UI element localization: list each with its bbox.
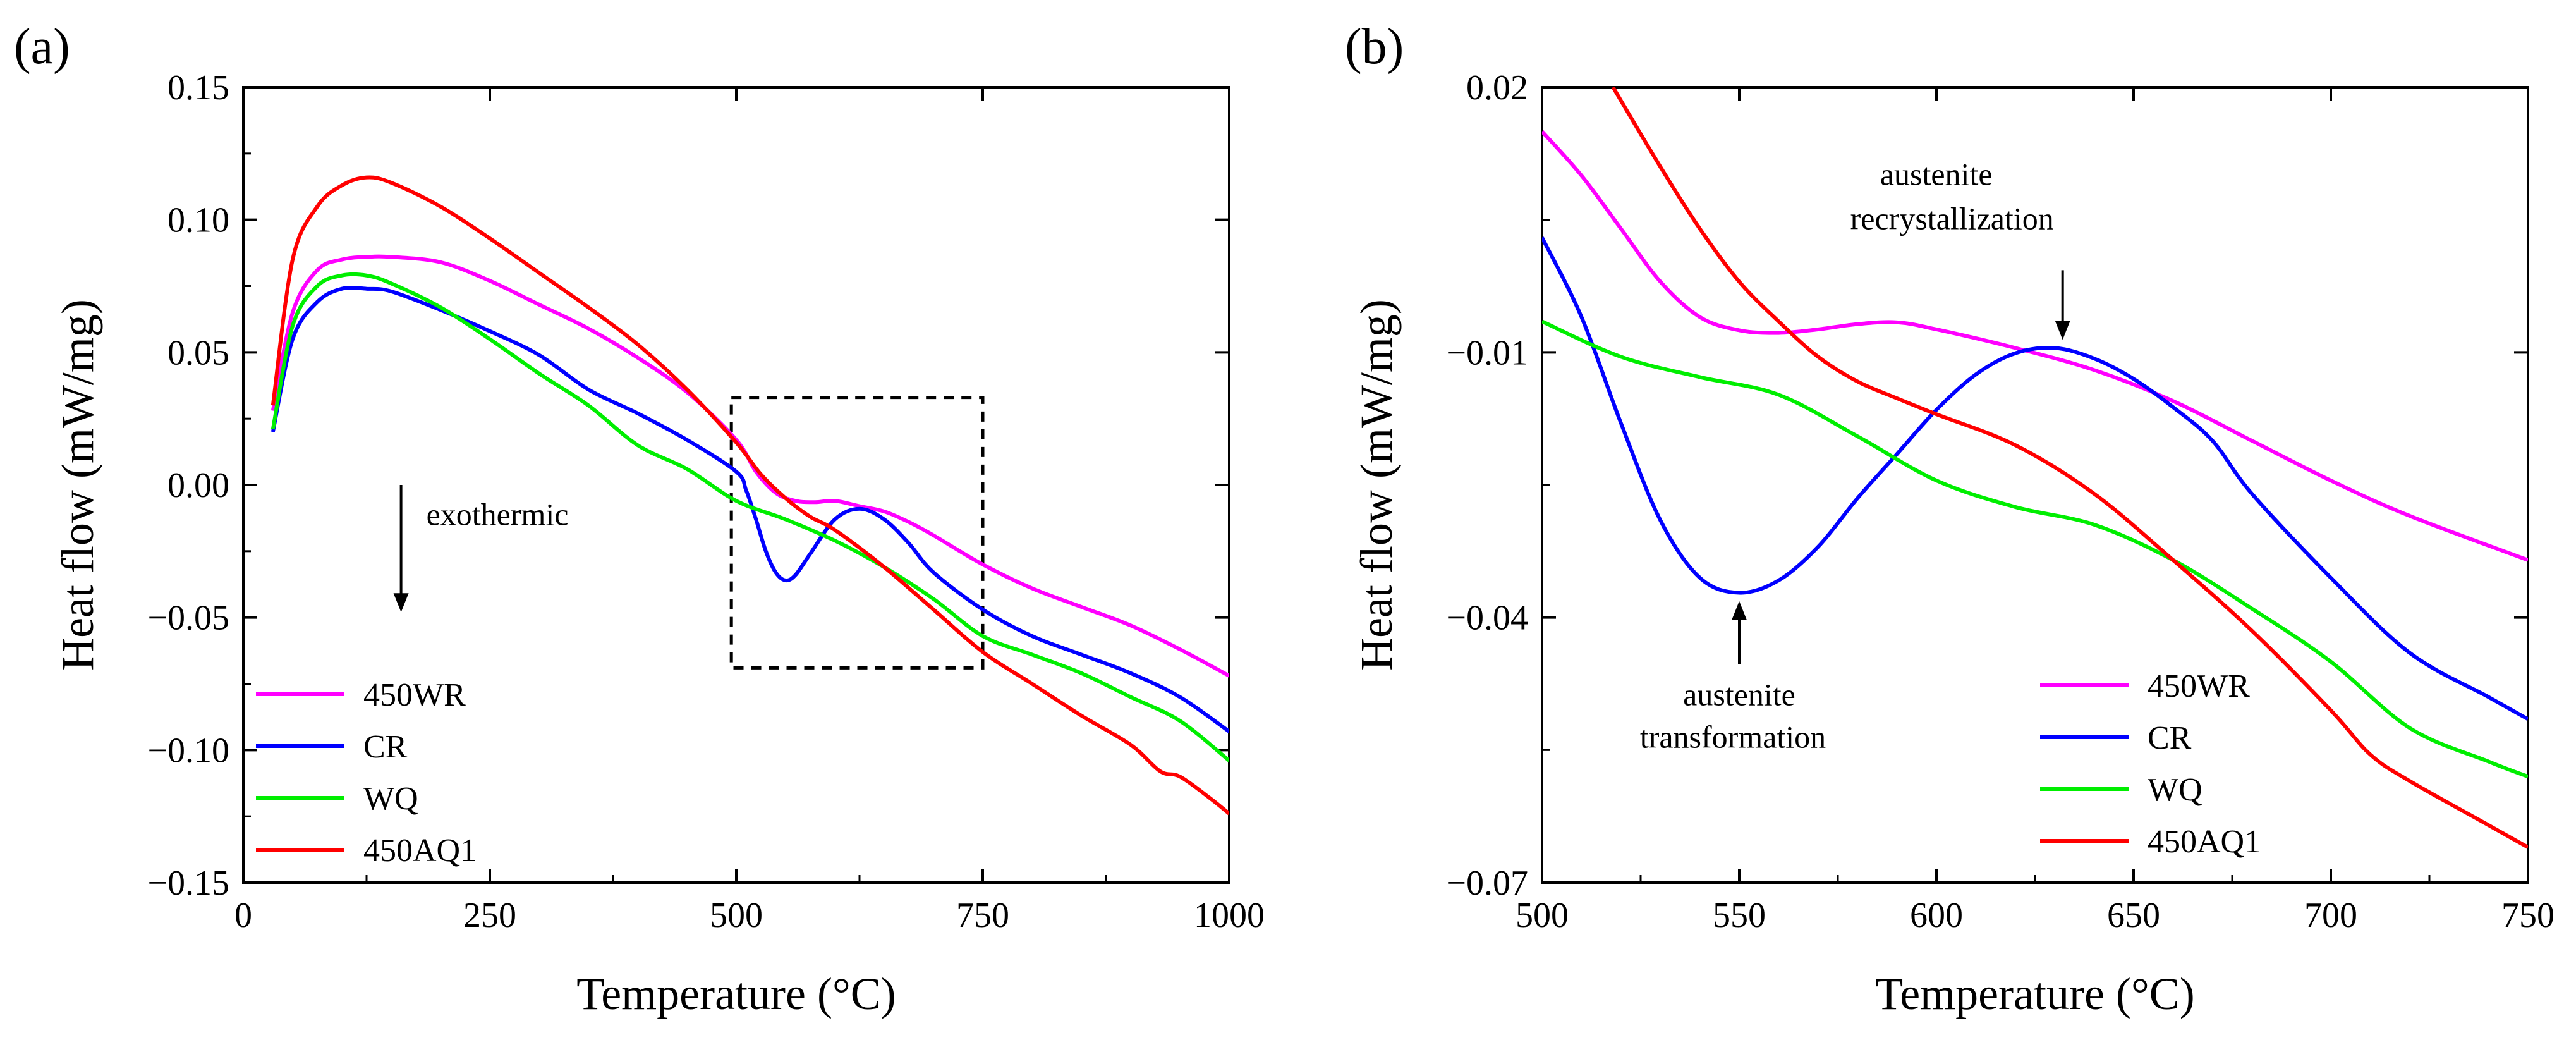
legend-label: WQ — [2148, 772, 2202, 808]
y-axis-title: Heat flow (mW/mg) — [52, 299, 103, 671]
panel-b: (b) 500 550 600 650 700 750 −0.07 −0.04 −0.01 0.02… — [1345, 19, 2555, 1019]
annotation-arrowhead — [393, 593, 409, 613]
panel-a: (a) 0 250 500 750 1000 −0.15 −0.10 −0.05 0.00 0.05… — [14, 19, 1265, 1019]
annotation-label: exothermic — [427, 497, 569, 532]
x-tick-label: 500 — [710, 896, 763, 935]
panel-label: (b) — [1345, 19, 1404, 75]
legend-label: CR — [2148, 720, 2192, 756]
y-tick-label: −0.07 — [1446, 864, 1528, 903]
series-line-CR — [1542, 236, 2528, 721]
y-tick-label: 0.15 — [167, 68, 229, 107]
y-tick-label: −0.04 — [1446, 599, 1528, 638]
x-tick-label: 250 — [463, 896, 516, 935]
series-line-WQ — [270, 272, 1229, 762]
legend-label: 450AQ1 — [363, 833, 477, 869]
y-tick-label: −0.05 — [147, 599, 229, 638]
legend-label: WQ — [363, 781, 418, 817]
annotation-label: austenite — [1683, 677, 1795, 713]
x-tick-label: 600 — [1910, 896, 1963, 935]
x-axis-title: Temperature (°C) — [1875, 969, 2195, 1019]
series-line-450WR — [1542, 130, 2528, 562]
y-tick-label: 0.10 — [167, 201, 229, 240]
annotation-label: transformation — [1640, 719, 1826, 755]
x-tick-label: 1000 — [1194, 896, 1265, 935]
y-tick-label: −0.15 — [147, 864, 229, 903]
annotation-label: recrystallization — [1850, 200, 2054, 236]
legend-label: CR — [363, 729, 408, 765]
y-tick-label: −0.01 — [1446, 333, 1528, 372]
series-line-450AQ1 — [270, 175, 1229, 816]
x-tick-label: 500 — [1516, 896, 1569, 935]
x-tick-label: 750 — [2501, 896, 2555, 935]
x-tick-label: 0 — [234, 896, 252, 935]
series-line-450WR — [270, 254, 1229, 678]
x-axis-title: Temperature (°C) — [576, 969, 896, 1019]
x-tick-label: 650 — [2107, 896, 2160, 935]
legend-label: 450WR — [363, 677, 466, 713]
y-tick-label: −0.10 — [147, 731, 229, 770]
annotation-arrowhead — [2055, 321, 2070, 340]
legend-label: 450WR — [2148, 668, 2250, 704]
legend-label: 450AQ1 — [2148, 824, 2261, 860]
x-tick-label: 550 — [1713, 896, 1766, 935]
zoom-box — [729, 396, 985, 670]
annotation-arrowhead — [1732, 601, 1747, 620]
series-line-WQ — [1542, 319, 2528, 779]
y-tick-label: 0.00 — [167, 466, 229, 505]
series-line-CR — [270, 285, 1229, 733]
panel-label: (a) — [14, 19, 70, 75]
x-tick-label: 750 — [956, 896, 1009, 935]
y-axis-title: Heat flow (mW/mg) — [1351, 299, 1402, 671]
x-tick-label: 700 — [2304, 896, 2357, 935]
annotation-label: austenite — [1880, 156, 1993, 192]
series-line-450AQ1 — [1611, 87, 2528, 849]
y-tick-label: 0.05 — [167, 333, 229, 372]
y-tick-label: 0.02 — [1466, 68, 1528, 107]
